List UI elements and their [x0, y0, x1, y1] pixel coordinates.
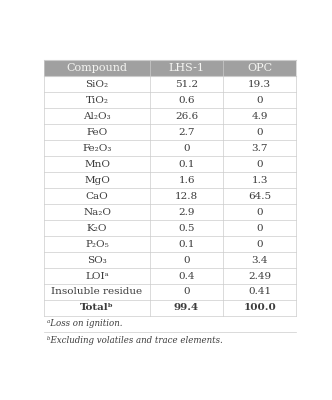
Text: 12.8: 12.8 — [175, 192, 198, 201]
Text: 0.1: 0.1 — [178, 160, 195, 169]
Bar — [44, 124, 296, 140]
Text: 0: 0 — [256, 208, 263, 217]
Text: 4.9: 4.9 — [251, 112, 268, 121]
Bar — [44, 60, 296, 76]
Text: 19.3: 19.3 — [248, 80, 271, 89]
Text: 0.6: 0.6 — [178, 96, 195, 105]
Bar — [44, 268, 296, 284]
Text: 0.4: 0.4 — [178, 272, 195, 280]
Bar — [44, 204, 296, 220]
Text: LHS-1: LHS-1 — [169, 63, 205, 73]
Bar — [44, 92, 296, 108]
Text: CaO: CaO — [86, 192, 109, 201]
Text: MnO: MnO — [84, 160, 110, 169]
Text: 99.4: 99.4 — [174, 304, 199, 312]
Text: K₂O: K₂O — [87, 224, 107, 232]
Text: 3.4: 3.4 — [251, 256, 268, 264]
Text: Fe₂O₃: Fe₂O₃ — [82, 144, 112, 153]
Text: LOIᵃ: LOIᵃ — [85, 272, 109, 280]
Text: SO₃: SO₃ — [87, 256, 107, 264]
Text: FeO: FeO — [86, 128, 108, 137]
Text: 1.3: 1.3 — [251, 176, 268, 185]
Text: 0.1: 0.1 — [178, 240, 195, 248]
Bar — [44, 220, 296, 236]
Text: OPC: OPC — [247, 63, 272, 73]
Text: ᵃLoss on ignition.: ᵃLoss on ignition. — [46, 319, 122, 328]
Bar — [44, 300, 296, 316]
Text: 100.0: 100.0 — [243, 304, 276, 312]
Text: 0: 0 — [256, 224, 263, 232]
Text: P₂O₅: P₂O₅ — [85, 240, 109, 248]
Text: 2.49: 2.49 — [248, 272, 271, 280]
Bar — [44, 108, 296, 124]
Text: 0: 0 — [183, 144, 190, 153]
Text: 0: 0 — [256, 160, 263, 169]
Text: 1.6: 1.6 — [178, 176, 195, 185]
Text: 0: 0 — [256, 96, 263, 105]
Text: 0.5: 0.5 — [178, 224, 195, 232]
Text: Al₂O₃: Al₂O₃ — [83, 112, 111, 121]
Text: 26.6: 26.6 — [175, 112, 198, 121]
Text: 2.7: 2.7 — [178, 128, 195, 137]
Bar — [44, 156, 296, 172]
Text: 0: 0 — [256, 128, 263, 137]
Bar — [44, 188, 296, 204]
Text: Insoluble residue: Insoluble residue — [51, 288, 142, 296]
Bar — [44, 284, 296, 300]
Bar — [44, 236, 296, 252]
Text: Na₂O: Na₂O — [83, 208, 111, 217]
Bar — [44, 172, 296, 188]
Text: 64.5: 64.5 — [248, 192, 271, 201]
Text: MgO: MgO — [84, 176, 110, 185]
Text: 0.41: 0.41 — [248, 288, 271, 296]
Bar — [44, 140, 296, 156]
Text: Totalᵇ: Totalᵇ — [80, 304, 114, 312]
Text: ᵇExcluding volatiles and trace elements.: ᵇExcluding volatiles and trace elements. — [46, 336, 222, 345]
Bar — [44, 76, 296, 92]
Text: 51.2: 51.2 — [175, 80, 198, 89]
Text: 2.9: 2.9 — [178, 208, 195, 217]
Text: SiO₂: SiO₂ — [85, 80, 109, 89]
Text: 3.7: 3.7 — [251, 144, 268, 153]
Bar — [44, 252, 296, 268]
Text: 0: 0 — [183, 288, 190, 296]
Text: 0: 0 — [183, 256, 190, 264]
Text: 0: 0 — [256, 240, 263, 248]
Text: Compound: Compound — [66, 63, 127, 73]
Text: TiO₂: TiO₂ — [86, 96, 109, 105]
